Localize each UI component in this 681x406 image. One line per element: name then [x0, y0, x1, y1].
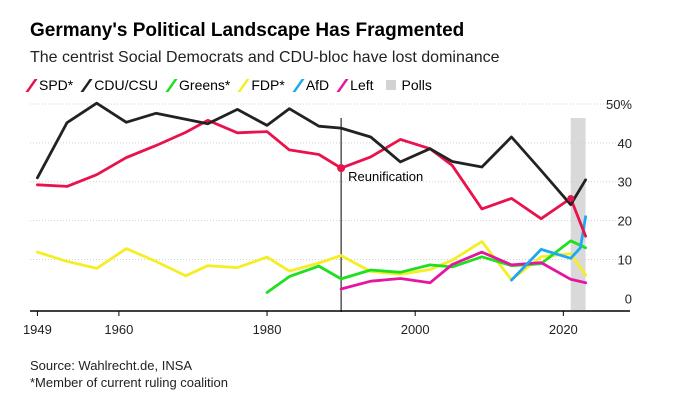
legend-label: Polls — [401, 77, 432, 93]
x-tick-label: 1980 — [253, 322, 282, 337]
legend-item-afd: AfD — [292, 77, 330, 93]
x-tick-label: 1949 — [23, 322, 52, 337]
y-tick-label: 50% — [606, 97, 632, 112]
source-note: Source: Wahlrecht.de, INSA — [30, 358, 193, 373]
y-tick-label: 0 — [625, 291, 632, 306]
series-line-left — [339, 250, 587, 291]
x-tick-label: 2020 — [549, 322, 578, 337]
y-tick-label: 30 — [618, 175, 632, 190]
y-tick-label: 10 — [618, 252, 632, 267]
chart-title: Germany's Political Landscape Has Fragme… — [30, 20, 465, 41]
legend-item-spd: SPD* — [25, 77, 74, 93]
spd-2021-marker — [567, 194, 575, 202]
legend-label: AfD — [305, 77, 330, 93]
legend-label: CDU/CSU — [94, 77, 159, 93]
legend-item-greens: Greens* — [165, 77, 231, 93]
series-line-fdp — [36, 240, 587, 282]
series-line-greens — [265, 239, 587, 294]
coalition-note: *Member of current ruling coalition — [30, 375, 228, 390]
legend-label: Left — [350, 77, 374, 93]
series-line-afd — [510, 215, 587, 282]
x-tick-label: 2000 — [401, 322, 430, 337]
legend-item-left: Left — [336, 77, 374, 93]
legend-swatch — [385, 80, 396, 90]
reunification-label: Reunification — [348, 169, 423, 184]
y-tick-label: 20 — [618, 214, 632, 229]
series-line-cdu-csu — [36, 101, 587, 207]
legend-label: Greens* — [179, 77, 231, 93]
legend-item-polls: Polls — [385, 77, 432, 93]
legend-label: SPD* — [39, 77, 74, 93]
reunification-marker — [337, 164, 346, 173]
chart-subtitle: The centrist Social Democrats and CDU-bl… — [30, 49, 500, 66]
x-tick-label: 1960 — [104, 322, 133, 337]
y-tick-label: 40 — [618, 136, 632, 151]
chart-footer: Source: Wahlrecht.de, INSA *Member of cu… — [30, 357, 228, 391]
legend-item-cdu-csu: CDU/CSU — [80, 77, 159, 93]
legend: SPD* CDU/CSU Greens* FDP* AfD Left Polls — [25, 77, 444, 93]
legend-item-fdp: FDP* — [237, 77, 285, 93]
series-line-spd — [36, 118, 587, 238]
legend-label: FDP* — [251, 77, 285, 93]
